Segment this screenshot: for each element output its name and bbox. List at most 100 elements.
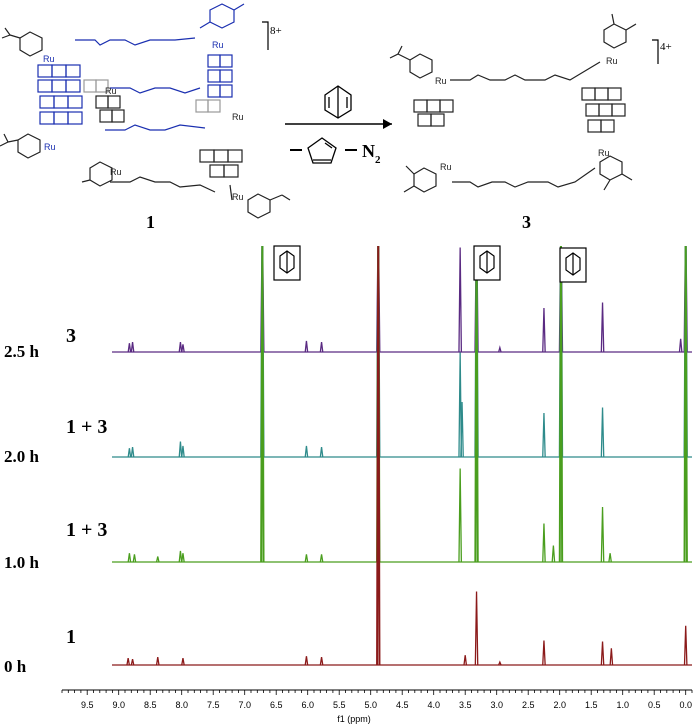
reaction-scheme: Ru Ru Ru Ru Ru Ru Ru 8+ 1 [0, 3, 672, 232]
reactant-charge: 8+ [270, 25, 282, 37]
ru-label: Ru [44, 142, 56, 152]
nmr-peak [600, 506, 605, 563]
nmr-peak [319, 342, 324, 353]
ru-label: Ru [105, 86, 117, 96]
axis-tick-label: 9.5 [81, 700, 94, 710]
species-label: 1 + 3 [66, 519, 107, 541]
nmr-peak [683, 245, 688, 563]
axis-tick-label: 2.5 [522, 700, 535, 710]
time-label: 2.5 h [4, 342, 40, 361]
axis-tick-label: 3.5 [459, 700, 472, 710]
axis-tick-label: 1.5 [585, 700, 598, 710]
axis-tick-label: 7.0 [238, 700, 251, 710]
nbd-icon-2-0 [559, 247, 587, 283]
axis-tick-label: 4.5 [396, 700, 409, 710]
nmr-peak [319, 447, 324, 458]
species-label: 1 [66, 626, 76, 648]
byproduct-label: N [362, 141, 375, 161]
ru-label: Ru [606, 56, 618, 66]
nmr-peak [304, 656, 309, 666]
nmr-peak [178, 342, 183, 353]
nbd-icon-3-6 [473, 245, 501, 281]
axis-tick-label: 3.0 [490, 700, 503, 710]
axis-tick-label: 7.5 [207, 700, 220, 710]
nbd-icon-6-7 [273, 245, 301, 281]
nmr-peak [181, 553, 185, 563]
nmr-peak [319, 554, 324, 563]
nmr-peak [474, 591, 479, 666]
product-label: 3 [522, 212, 531, 232]
reactant-charge-bracket: 8+ [262, 21, 282, 50]
nmr-peak [178, 441, 183, 458]
nmr-peak [130, 658, 135, 666]
nmr-peak [130, 342, 135, 353]
nmr-panel: 2.5 h 3 2.0 h 1 + 3 1.0 h 1 + 3 0 h 1 9.… [4, 245, 693, 724]
axis-tick-label: 0.0 [679, 700, 692, 710]
time-label: 2.0 h [4, 447, 40, 466]
nmr-peak [498, 660, 502, 666]
reactant-metal-labels: Ru Ru Ru Ru Ru Ru Ru [43, 40, 244, 202]
nmr-peak [127, 553, 132, 563]
species-label: 1 + 3 [66, 416, 107, 438]
reactant-label: 1 [146, 212, 155, 232]
nmr-peak [474, 245, 479, 563]
axis-tick-label: 2.0 [553, 700, 566, 710]
ru-label: Ru [232, 112, 244, 122]
nmr-peak [127, 448, 132, 458]
nmr-peak [155, 556, 160, 563]
x-axis: 9.5 9.0 8.5 8.0 7.5 7.0 6.5 6.0 5.5 5.0 4.5 4.0 3.5 3… [61, 689, 693, 724]
axis-tick-label: 6.5 [270, 700, 283, 710]
reactant-cage [0, 3, 291, 219]
nmr-peak [181, 658, 185, 666]
product-cage [389, 13, 637, 193]
nmr-peak [181, 344, 185, 353]
product-charge-bracket: 4+ [652, 39, 672, 64]
time-label: 1.0 h [4, 553, 40, 572]
ru-label: Ru [232, 192, 244, 202]
nmr-peak [304, 445, 309, 458]
nmr-peak [132, 554, 137, 563]
axis-tick-label: 5.0 [364, 700, 377, 710]
axis-tick-label: 5.5 [333, 700, 346, 710]
nmr-peak [608, 553, 612, 563]
axis-tick-label: 8.5 [144, 700, 157, 710]
nmr-peak [609, 648, 614, 666]
ru-label: Ru [435, 76, 447, 86]
nmr-peak [260, 245, 265, 563]
nmr-peak [551, 545, 556, 563]
nmr-peak [678, 338, 683, 353]
product-charge: 4+ [660, 41, 672, 53]
byproduct-subscript: 2 [375, 154, 381, 166]
nmr-peak [683, 625, 688, 666]
axis-tick-label: 4.0 [427, 700, 440, 710]
nmr-peak [376, 245, 381, 666]
nmr-peak [181, 445, 185, 458]
nmr-peak [458, 247, 463, 353]
time-label: 0 h [4, 657, 27, 676]
axis-tick-label: 0.5 [648, 700, 661, 710]
ru-label: Ru [440, 162, 452, 172]
nmr-peak [304, 554, 309, 563]
ru-label: Ru [212, 40, 224, 50]
reaction-arrow: N 2 [285, 85, 392, 166]
nmr-peak [304, 340, 309, 353]
trace-labels: 2.5 h 3 2.0 h 1 + 3 1.0 h 1 + 3 0 h 1 [4, 325, 107, 676]
nmr-peak [458, 468, 463, 563]
nmr-peak [463, 655, 468, 666]
ru-label: Ru [598, 148, 610, 158]
nmr-peak [178, 550, 183, 563]
nmr-peak [498, 345, 502, 353]
ru-label: Ru [43, 54, 55, 64]
nmr-peak [542, 523, 546, 563]
nmr-peak [600, 302, 605, 353]
product-metal-labels: Ru Ru Ru Ru [435, 56, 618, 172]
axis-title: f1 (ppm) [337, 714, 371, 724]
axis-tick-label: 6.0 [301, 700, 314, 710]
nmr-peak [460, 401, 464, 458]
nmr-peak [542, 307, 546, 353]
spectra-traces [112, 245, 692, 666]
axis-tick-label: 1.0 [616, 700, 629, 710]
species-label: 3 [66, 325, 76, 347]
cyclopentadiene-icon [307, 137, 337, 164]
